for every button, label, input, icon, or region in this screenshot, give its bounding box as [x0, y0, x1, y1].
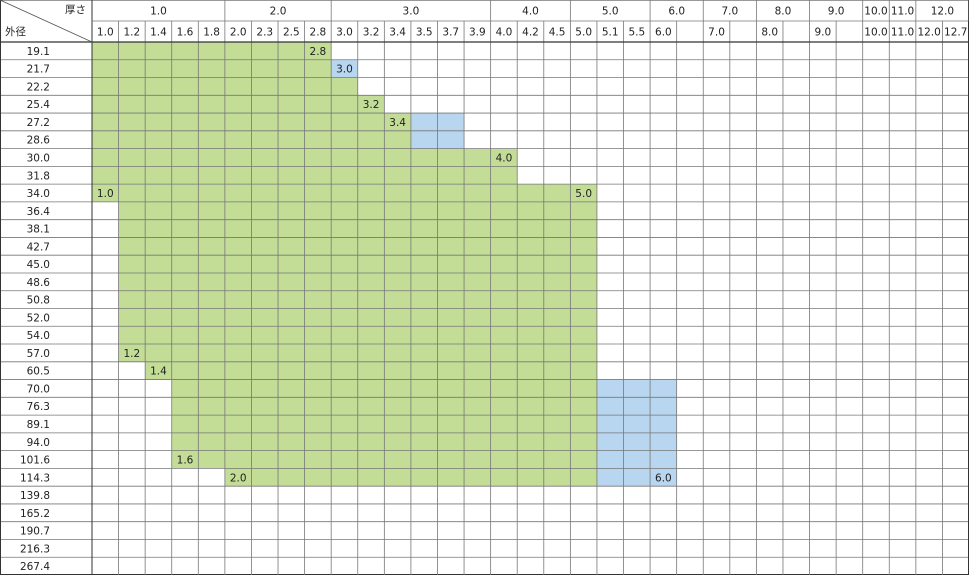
- row-header: 89.1: [27, 419, 50, 431]
- sub-header: 4.0: [496, 27, 513, 39]
- row-header: 27.2: [27, 117, 50, 129]
- row-header: 165.2: [20, 508, 50, 520]
- cell-note: 2.8: [310, 46, 327, 58]
- group-header: 5.0: [602, 6, 619, 18]
- sub-header: 12.7: [944, 27, 967, 39]
- sub-header: 3.4: [389, 27, 406, 39]
- sub-header: 5.0: [575, 27, 592, 39]
- row-header: 76.3: [27, 401, 50, 413]
- sub-header: 1.0: [97, 27, 114, 39]
- sub-header: 3.2: [363, 27, 380, 39]
- blue-cells: [596, 450, 677, 469]
- group-header: 7.0: [721, 6, 738, 18]
- row-header: 190.7: [20, 526, 50, 538]
- cell-note: 3.4: [389, 117, 406, 129]
- sub-header: 3.5: [416, 27, 433, 39]
- sub-header: 2.8: [310, 27, 327, 39]
- sub-header: 5.1: [602, 27, 619, 39]
- row-header: 45.0: [27, 259, 50, 271]
- sub-header: 2.0: [230, 27, 247, 39]
- row-header: 216.3: [20, 543, 50, 555]
- cell-note: 1.0: [97, 188, 114, 200]
- row-header: 25.4: [27, 99, 51, 111]
- blue-cells: [596, 379, 677, 398]
- sub-header: 3.7: [442, 27, 459, 39]
- sub-header: 5.5: [628, 27, 645, 39]
- row-header: 267.4: [20, 561, 50, 573]
- green-cells: [92, 95, 385, 114]
- group-header: 9.0: [828, 6, 845, 18]
- row-header: 31.8: [27, 170, 50, 182]
- cell-note: 2.0: [230, 472, 247, 484]
- corner-diameter: 外径: [5, 25, 26, 38]
- cell-note: 1.6: [177, 455, 194, 467]
- row-header: 139.8: [20, 490, 50, 502]
- row-header: 54.0: [27, 330, 50, 342]
- row-header: 36.4: [27, 206, 51, 218]
- green-cells: [92, 184, 597, 202]
- green-cells: [92, 59, 332, 78]
- row-header: 94.0: [27, 437, 50, 449]
- sub-header: 11.0: [891, 27, 914, 39]
- blue-cells: [596, 432, 677, 451]
- sub-header: 4.5: [549, 27, 566, 39]
- row-header: 60.5: [27, 366, 50, 378]
- cell-note: 1.4: [150, 366, 167, 378]
- row-header: 57.0: [27, 348, 50, 360]
- row-header: 28.6: [27, 135, 51, 147]
- green-cells: [92, 42, 332, 60]
- green-cells: [145, 361, 597, 380]
- sub-header: 7.0: [708, 27, 725, 39]
- blue-cells: [596, 415, 677, 433]
- sub-header: 8.0: [761, 27, 778, 39]
- sub-header: 3.0: [336, 27, 353, 39]
- sub-header: 1.2: [124, 27, 141, 39]
- group-header: 12.0: [931, 6, 954, 18]
- blue-cells: [596, 468, 677, 487]
- cell-note: 6.0: [655, 472, 672, 484]
- cell-note: 3.0: [336, 64, 353, 76]
- cell-note: 3.2: [363, 99, 380, 111]
- row-header: 101.6: [20, 455, 50, 467]
- cell-note: 5.0: [575, 188, 592, 200]
- row-header: 50.8: [27, 295, 50, 307]
- group-header: 1.0: [150, 6, 167, 18]
- sub-header: 6.0: [655, 27, 672, 39]
- row-header: 34.0: [27, 188, 50, 200]
- blue-cells: [596, 397, 677, 416]
- cell-note: 1.2: [124, 348, 141, 360]
- cell-note: 4.0: [496, 152, 513, 164]
- group-header: 8.0: [775, 6, 792, 18]
- row-header: 70.0: [27, 383, 50, 395]
- sub-header: 1.8: [203, 27, 220, 39]
- group-header: 2.0: [270, 6, 287, 18]
- sub-header: 1.4: [150, 27, 167, 39]
- grid-line: [0, 0, 93, 43]
- row-header: 21.7: [27, 64, 50, 76]
- row-header: 52.0: [27, 312, 50, 324]
- row-header: 30.0: [27, 152, 50, 164]
- group-header: 4.0: [522, 6, 539, 18]
- row-header: 42.7: [27, 241, 50, 253]
- sub-header: 2.3: [256, 27, 273, 39]
- sub-header: 12.0: [917, 27, 940, 39]
- group-header: 10.0: [864, 6, 887, 18]
- row-header: 48.6: [27, 277, 51, 289]
- group-header: 6.0: [668, 6, 685, 18]
- sub-header: 3.9: [469, 27, 486, 39]
- sub-header: 9.0: [814, 27, 831, 39]
- sub-header: 10.0: [864, 27, 887, 39]
- row-header: 114.3: [20, 472, 50, 484]
- group-header: 3.0: [403, 6, 420, 18]
- sub-header: 4.2: [522, 27, 539, 39]
- sub-header: 1.6: [177, 27, 194, 39]
- corner-thickness: 厚さ: [65, 4, 86, 16]
- row-header: 22.2: [27, 81, 50, 93]
- sub-header: 2.5: [283, 27, 300, 39]
- blue-cells: [331, 59, 358, 78]
- row-header: 19.1: [27, 46, 50, 58]
- group-header: 11.0: [891, 6, 914, 18]
- row-header: 38.1: [27, 224, 50, 236]
